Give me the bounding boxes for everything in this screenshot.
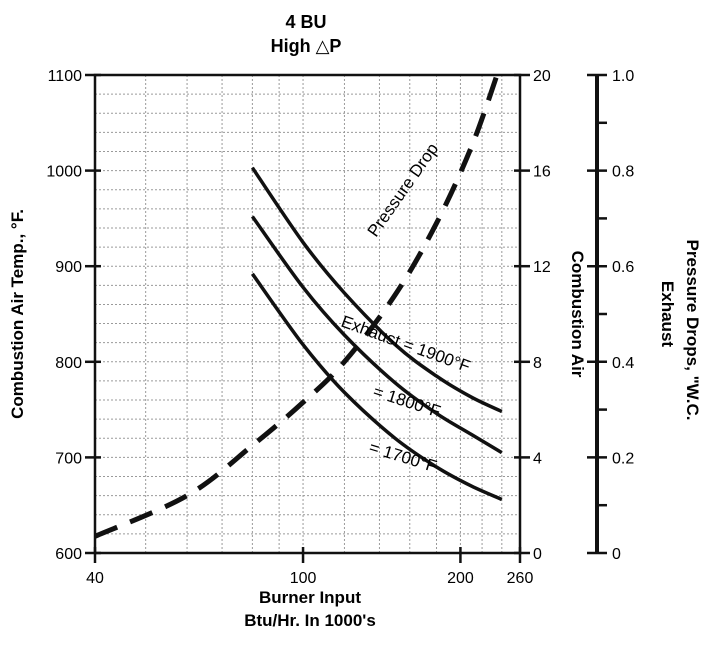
x-tick-label: 260 xyxy=(507,570,534,587)
chart-title: 4 BU xyxy=(285,12,326,32)
y-tick-label-left: 800 xyxy=(55,355,82,372)
pressure-drop-line xyxy=(93,74,500,539)
y-tick-label-left: 700 xyxy=(55,450,82,467)
curve-label-1900: Exhaust = 1900°F xyxy=(339,312,473,376)
y-tick-label-mid: 12 xyxy=(533,259,551,276)
y-tick-label-right: 0 xyxy=(612,546,621,563)
x-axis-label-line2: Btu/Hr. In 1000's xyxy=(244,611,376,630)
y-tick-label-mid: 16 xyxy=(533,164,551,181)
y-axis-label-right-pressure: Pressure Drops, "W.C. xyxy=(683,240,702,421)
y-axis-label-right-exhaust: Exhaust xyxy=(658,281,677,347)
y-tick-label-right: 0.6 xyxy=(612,259,634,276)
plot-frame xyxy=(93,73,522,555)
y-axis-label-mid: Combustion Air xyxy=(568,251,587,378)
exhaust-curve-1 xyxy=(250,215,503,455)
y-tick-label-mid: 8 xyxy=(533,355,542,372)
x-axis-label-line1: Burner Input xyxy=(259,588,361,607)
y-axis-label-left: Combustion Air Temp., °F. xyxy=(8,209,27,419)
y-tick-label-left: 600 xyxy=(55,546,82,563)
exhaust-curve-0 xyxy=(250,166,503,414)
x-tick-label: 100 xyxy=(290,570,317,587)
y-tick-label-right: 0.8 xyxy=(612,164,634,181)
y-tick-label-right: 1.0 xyxy=(612,68,634,85)
curve-label-1800: = 1800°F xyxy=(371,382,443,422)
y-tick-label-right: 0.4 xyxy=(612,355,634,372)
exhaust-curve-2 xyxy=(250,272,503,502)
y-tick-label-left: 1100 xyxy=(48,68,83,85)
y-tick-label-mid: 20 xyxy=(533,68,551,85)
y-tick-label-mid: 0 xyxy=(533,546,542,563)
x-tick-label: 40 xyxy=(86,570,104,587)
y-tick-label-left: 900 xyxy=(55,259,82,276)
y-tick-label-left: 1000 xyxy=(46,164,82,181)
y-tick-label-right: 0.2 xyxy=(612,450,634,467)
x-tick-label: 200 xyxy=(447,570,474,587)
chart-subtitle: High △P xyxy=(271,36,342,56)
grid xyxy=(94,74,521,554)
y-tick-label-mid: 4 xyxy=(533,450,542,467)
ticks: 6007008009001000110004812162000.20.40.60… xyxy=(46,68,634,587)
curves xyxy=(93,74,503,539)
